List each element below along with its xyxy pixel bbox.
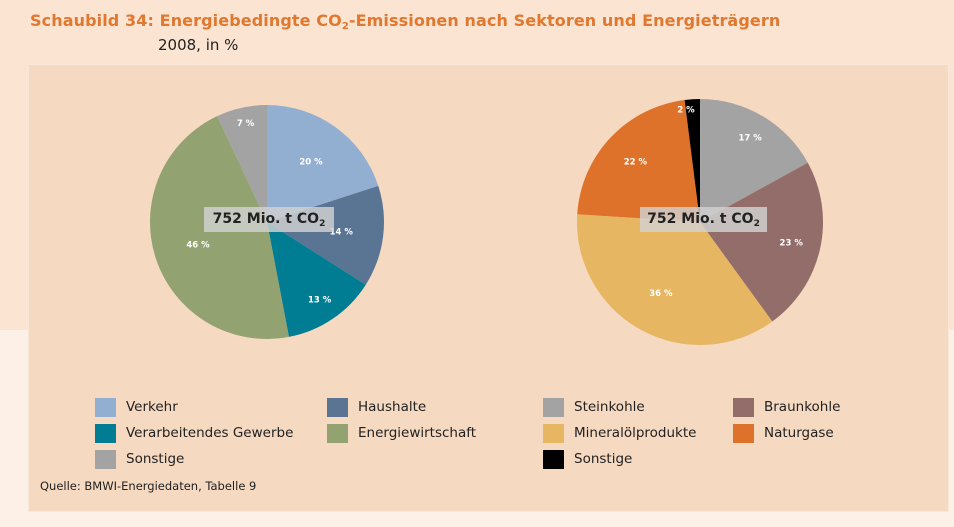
pie-value-label: 13 %: [308, 295, 332, 305]
legend-label: Verarbeitendes Gewerbe: [126, 425, 294, 441]
pie-slice: [267, 222, 366, 337]
chart-title-suffix: -Emissionen nach Sektoren und Energieträ…: [348, 11, 781, 30]
pie-value-label: 23 %: [780, 238, 804, 248]
legend-swatch: [327, 398, 348, 417]
pie-slice: [700, 162, 824, 322]
center-label-main: 752 Mio. t CO: [212, 211, 320, 227]
pie-slice: [267, 105, 379, 222]
legend-swatch: [95, 398, 116, 417]
legend-label: Mineralölprodukte: [574, 425, 697, 441]
center-label-subscript: 2: [753, 219, 760, 229]
legend-label: Steinkohle: [574, 399, 645, 415]
legend-label: Energiewirtschaft: [358, 425, 477, 441]
pie-slice: [576, 214, 773, 346]
pie-center-label-carriers: 752 Mio. t CO2: [640, 207, 767, 232]
pie-slice: [577, 99, 700, 222]
chart-title-prefix: Schaubild 34: Energiebedingte CO: [30, 11, 342, 30]
center-label-main: 752 Mio. t CO: [647, 211, 754, 227]
legend-swatch: [543, 398, 564, 417]
pie-value-label: 2 %: [677, 106, 695, 116]
legend-swatch: [95, 450, 116, 469]
legend-swatch: [95, 424, 116, 443]
legend-label: Verkehr: [126, 399, 178, 415]
chart-title: Schaubild 34: Energiebedingte CO2-Emissi…: [30, 11, 780, 32]
pie-value-label: 36 %: [649, 289, 673, 299]
legend-label: Haushalte: [358, 399, 427, 415]
legend-swatch: [733, 424, 754, 443]
legend-swatch: [733, 398, 754, 417]
pie-value-label: 14 %: [330, 227, 354, 237]
source-note: Quelle: BMWI-Energiedaten, Tabelle 9: [40, 479, 257, 493]
legend-label: Braunkohle: [764, 399, 841, 415]
pie-slice: [267, 185, 384, 285]
pie-slice: [700, 99, 808, 222]
legend-swatch: [543, 424, 564, 443]
pie-slice: [684, 99, 700, 222]
legend-label: Naturgase: [764, 425, 834, 441]
pie-value-label: 7 %: [237, 119, 255, 129]
pie-energy-carriers: 17 % 23 % 36 % 22 % 2 %: [576, 99, 824, 346]
pie-value-label: 17 %: [738, 133, 762, 143]
pie-value-label: 20 %: [299, 157, 323, 167]
legend-swatch: [543, 450, 564, 469]
legend-label: Sonstige: [574, 451, 633, 467]
pie-value-label: 22 %: [624, 157, 648, 167]
legend-label: Sonstige: [126, 451, 185, 467]
pie-slice: [217, 105, 267, 222]
center-label-subscript: 2: [319, 219, 326, 229]
chart-title-subscript: 2: [341, 21, 349, 32]
legend-swatch: [327, 424, 348, 443]
chart-subtitle: 2008, in %: [158, 36, 239, 54]
pie-value-label: 46 %: [186, 240, 210, 250]
pie-center-label-sectors: 752 Mio. t CO2: [204, 207, 334, 232]
